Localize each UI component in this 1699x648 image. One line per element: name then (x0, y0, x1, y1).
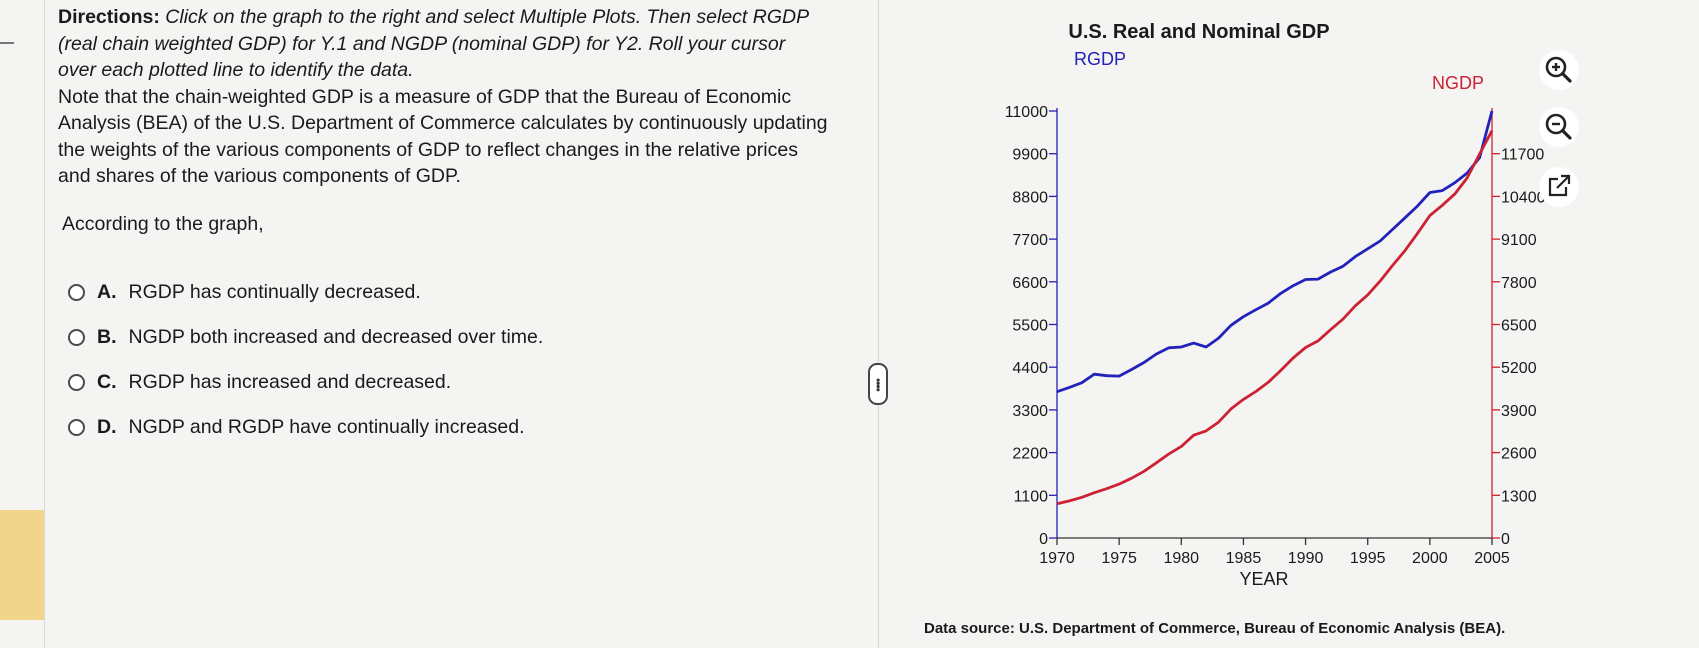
option-text: NGDP and RGDP have continually increased… (128, 416, 525, 438)
rgdp-tick-label: 3300 (1012, 403, 1048, 420)
rgdp-axis-label: RGDP (1074, 49, 1126, 69)
option-b[interactable]: B. NGDP both increased and decreased over… (68, 315, 768, 360)
zoom-in-icon (1545, 56, 1572, 83)
ngdp-tick-label: 3900 (1501, 403, 1537, 420)
zoom-in-button[interactable] (1539, 50, 1579, 90)
panel-resize-handle[interactable]: •••• (868, 363, 888, 405)
rgdp-tick-label: 2200 (1012, 446, 1048, 463)
question-prompt: According to the graph, (62, 213, 264, 235)
option-text: RGDP has continually decreased. (128, 281, 421, 303)
option-text: NGDP both increased and decreased over t… (128, 326, 544, 348)
rgdp-tick-label: 4400 (1012, 360, 1048, 377)
option-a[interactable]: A. RGDP has continually decreased. (68, 270, 768, 315)
ngdp-tick-label: 5200 (1501, 360, 1537, 377)
ngdp-axis-label: NGDP (1432, 73, 1484, 93)
left-edge-highlight (0, 510, 44, 620)
zoom-out-button[interactable] (1539, 107, 1579, 147)
x-tick-label: 1970 (1039, 550, 1075, 567)
ngdp-tick-label: 1300 (1501, 488, 1537, 505)
ngdp-tick-label: 9100 (1501, 232, 1537, 249)
popout-button[interactable] (1539, 167, 1579, 207)
x-tick-label: 1975 (1101, 550, 1137, 567)
x-tick-label: 1995 (1350, 550, 1386, 567)
rgdp-tick-label: 6600 (1012, 275, 1048, 292)
rgdp-tick-label: 11000 (1005, 104, 1048, 121)
ngdp-tick-label: 7800 (1501, 275, 1537, 292)
option-letter: B. (97, 326, 117, 348)
rgdp-tick-label: 8800 (1012, 189, 1048, 206)
x-tick-label: 1990 (1288, 550, 1324, 567)
option-letter: A. (97, 281, 117, 303)
chart-title: U.S. Real and Nominal GDP (1068, 21, 1329, 43)
data-source-note: Data source: U.S. Department of Commerce… (924, 620, 1506, 637)
directions-text: Directions: Click on the graph to the ri… (58, 4, 828, 190)
rgdp-tick-label: 7700 (1012, 232, 1048, 249)
x-tick-label: 2005 (1474, 550, 1510, 567)
directions-label: Directions: (58, 6, 160, 28)
rgdp-tick-label: 9900 (1012, 147, 1048, 164)
gdp-chart[interactable]: U.S. Real and Nominal GDP RGDP NGDP YEAR… (879, 0, 1699, 615)
ngdp-line[interactable] (1056, 130, 1494, 506)
rgdp-tick-label: 0 (1039, 531, 1048, 548)
zoom-out-icon (1545, 113, 1572, 140)
external-link-icon (1548, 174, 1571, 197)
left-edge-tick (0, 42, 14, 44)
option-text: RGDP has increased and decreased. (128, 371, 452, 393)
ngdp-tick-label: 0 (1501, 531, 1510, 548)
option-d[interactable]: D. NGDP and RGDP have continually increas… (68, 405, 768, 450)
ngdp-tick-label: 10400 (1501, 189, 1546, 206)
radio-button[interactable] (68, 284, 85, 301)
panel-divider (878, 0, 879, 648)
x-axis-label: YEAR (1239, 569, 1288, 589)
rgdp-tick-label: 1100 (1014, 488, 1049, 505)
x-tick-label: 1980 (1163, 550, 1199, 567)
answer-options: A. RGDP has continually decreased. B. NGDP… (68, 270, 768, 450)
left-border (44, 0, 45, 648)
option-letter: C. (97, 371, 117, 393)
radio-button[interactable] (68, 419, 85, 436)
directions-instructions: Click on the graph to the right and sele… (58, 6, 809, 81)
radio-button[interactable] (68, 374, 85, 391)
ngdp-tick-label: 2600 (1501, 446, 1537, 463)
rgdp-tick-label: 5500 (1012, 318, 1048, 335)
ngdp-tick-label: 11700 (1501, 147, 1544, 164)
ngdp-tick-label: 6500 (1501, 318, 1537, 335)
radio-button[interactable] (68, 329, 85, 346)
x-tick-label: 1985 (1226, 550, 1262, 567)
x-tick-label: 2000 (1412, 550, 1448, 567)
option-c[interactable]: C. RGDP has increased and decreased. (68, 360, 768, 405)
option-letter: D. (97, 416, 117, 438)
rgdp-line[interactable] (1056, 110, 1494, 394)
directions-note: Note that the chain-weighted GDP is a me… (58, 85, 828, 188)
